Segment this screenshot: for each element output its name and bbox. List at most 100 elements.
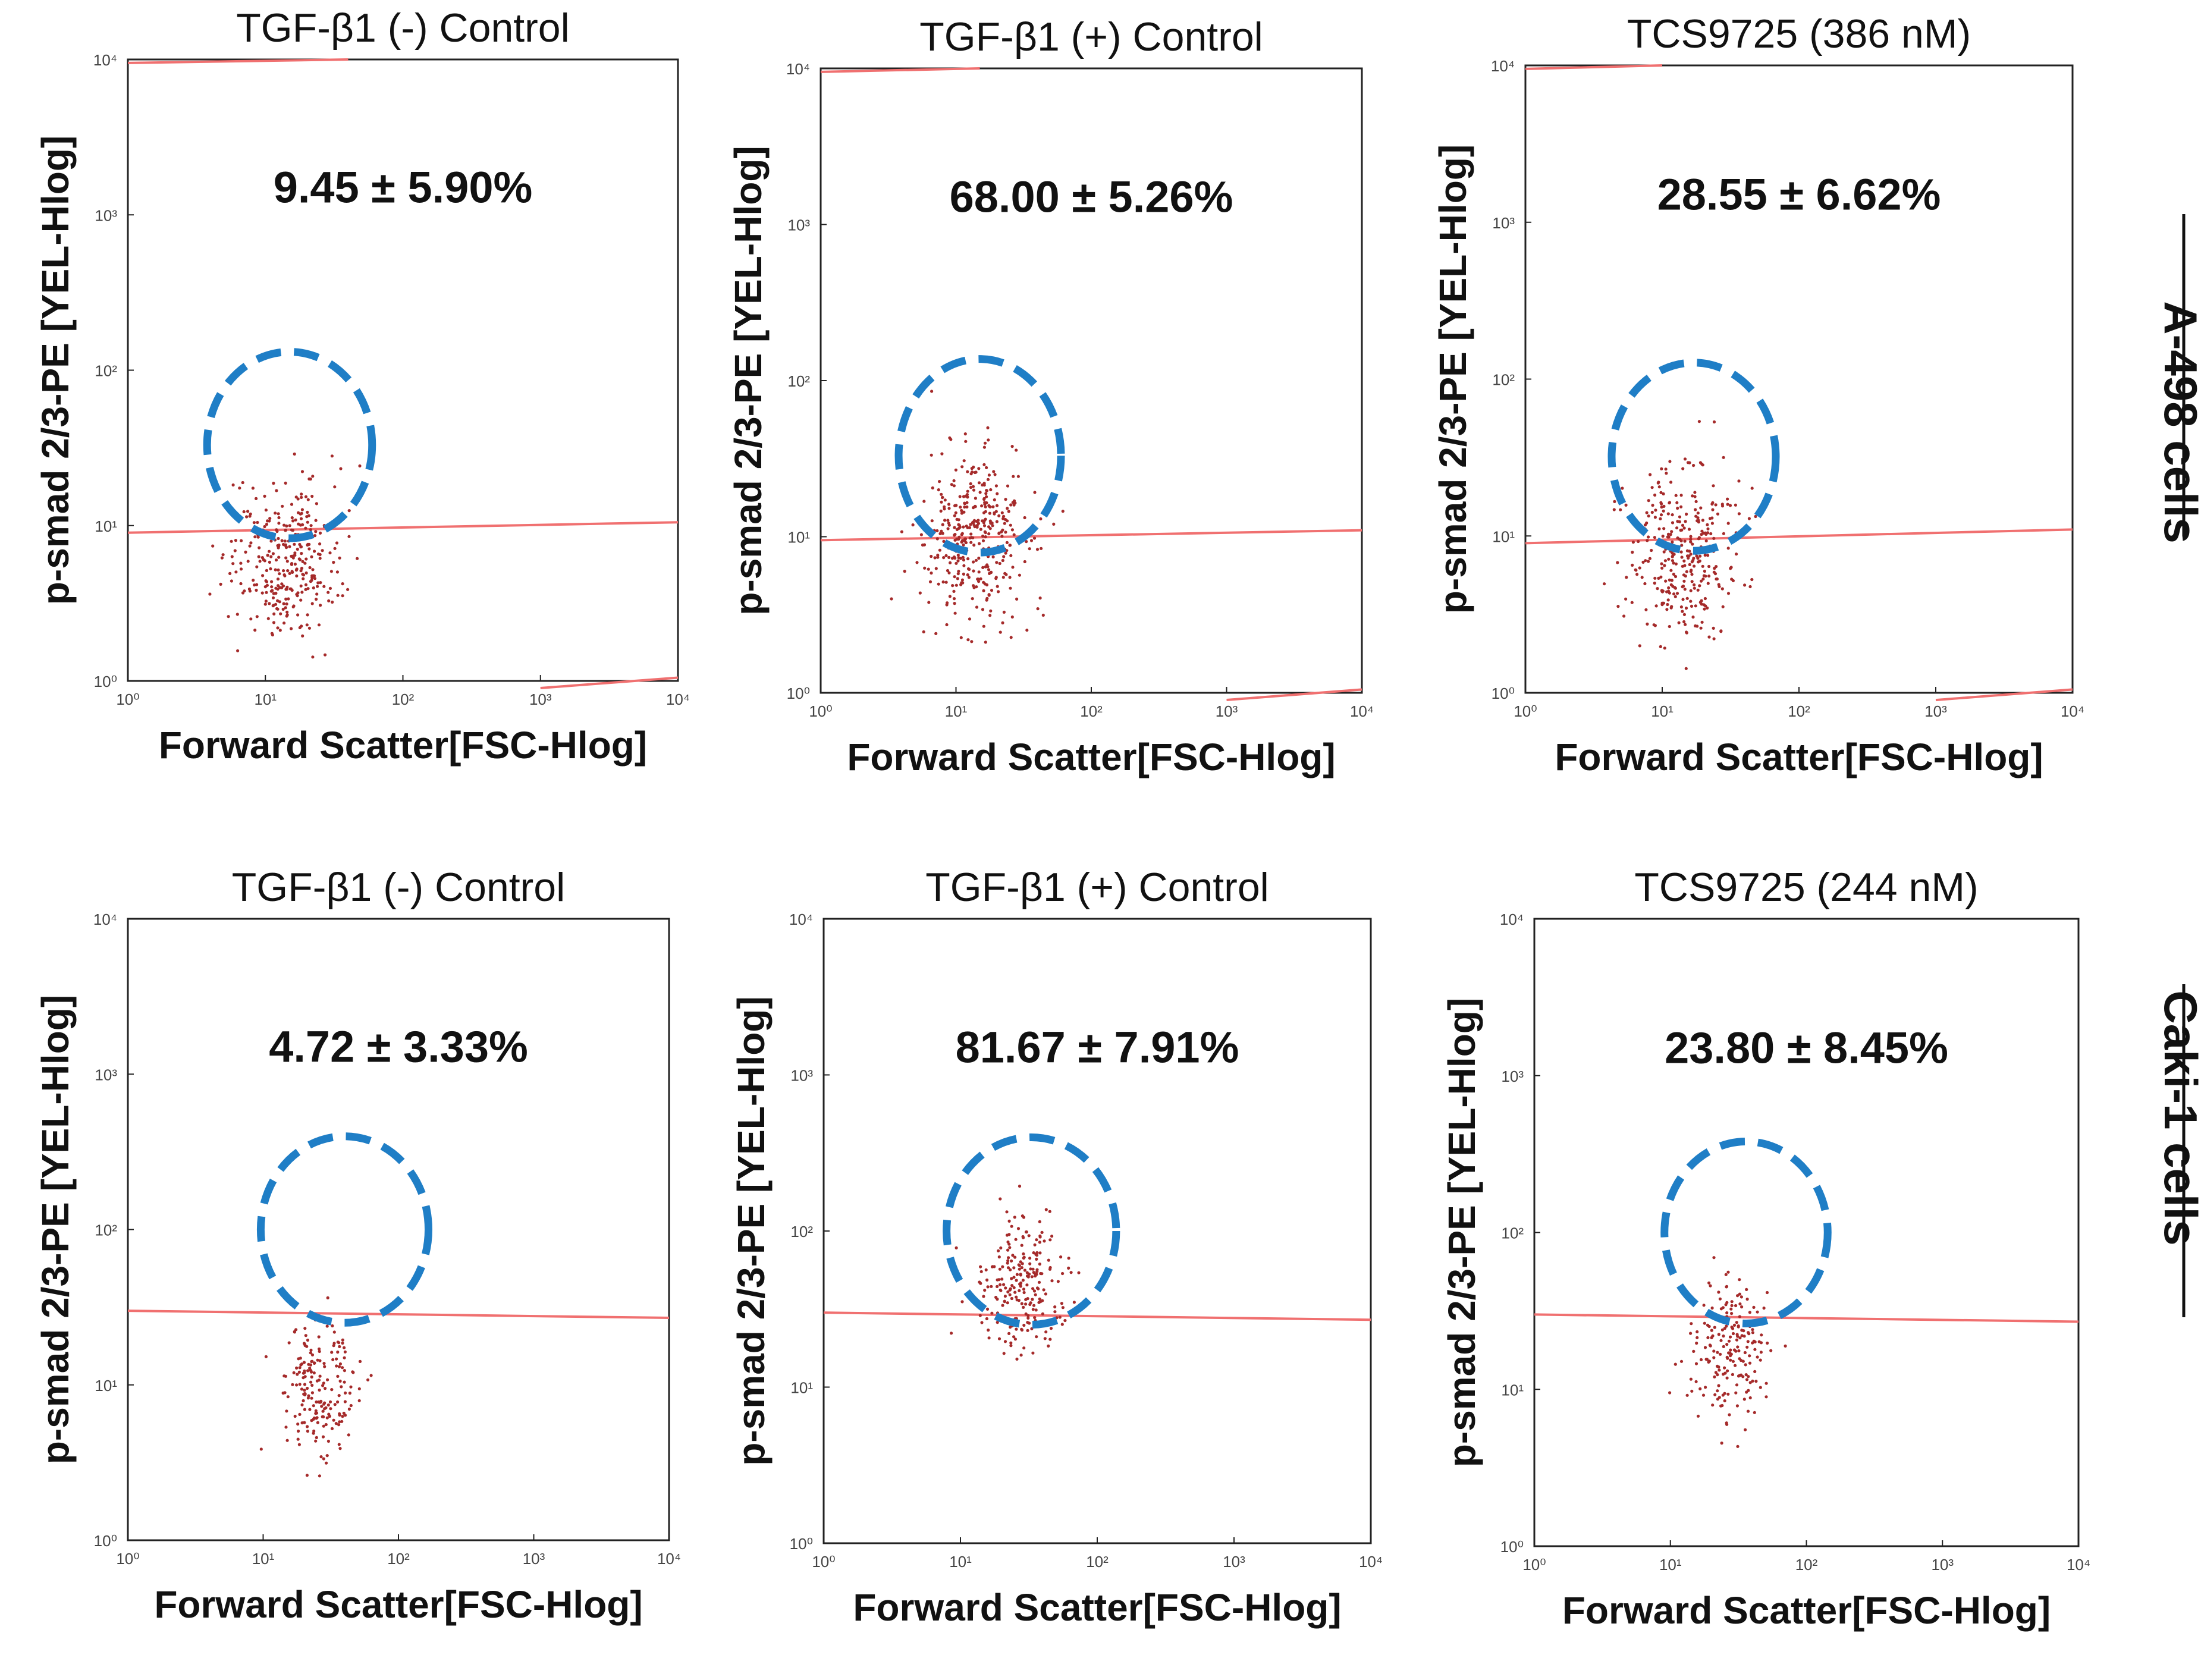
- event-dot: [954, 468, 957, 472]
- event-dot: [1717, 1333, 1720, 1336]
- event-dot: [915, 561, 919, 564]
- event-dot: [1047, 1258, 1050, 1262]
- event-dot: [253, 535, 257, 539]
- bottom-boundary-line: [1226, 688, 1362, 702]
- event-dot: [1007, 510, 1010, 513]
- event-dot: [1717, 1384, 1720, 1387]
- event-dot: [1030, 1275, 1034, 1279]
- event-dot: [349, 1385, 353, 1389]
- event-dot: [1015, 1357, 1019, 1361]
- event-dot: [338, 556, 341, 560]
- event-dot: [279, 612, 282, 616]
- event-dot: [329, 570, 334, 573]
- event-dot: [1706, 531, 1710, 535]
- event-dot: [937, 582, 940, 586]
- event-dot: [989, 522, 993, 525]
- event-dot: [1744, 1363, 1747, 1367]
- event-dot: [967, 576, 971, 579]
- event-dot: [297, 1443, 301, 1446]
- event-dot: [963, 432, 967, 436]
- event-dot: [1013, 1290, 1017, 1294]
- event-dot: [1654, 508, 1657, 512]
- event-dot: [351, 1371, 355, 1374]
- event-dot: [1050, 1235, 1054, 1238]
- event-dot: [1674, 562, 1678, 566]
- event-dot: [1027, 1234, 1031, 1238]
- event-dot: [296, 548, 299, 551]
- event-dot: [303, 1327, 307, 1330]
- event-dot: [958, 495, 962, 498]
- event-dot: [272, 482, 275, 485]
- event-dot: [1682, 559, 1686, 563]
- event-dot: [1716, 1389, 1719, 1393]
- event-dot: [1721, 605, 1725, 608]
- event-dot: [1726, 592, 1731, 595]
- y-tick-label: 10⁴: [786, 60, 810, 78]
- event-dot: [951, 584, 955, 588]
- event-dot: [343, 1380, 346, 1384]
- event-dot: [955, 1246, 958, 1249]
- event-dot: [1735, 1404, 1739, 1408]
- event-dot: [1018, 1264, 1021, 1267]
- event-dot: [1003, 1295, 1007, 1298]
- event-dot: [1007, 1332, 1011, 1335]
- event-dot: [1706, 527, 1710, 531]
- event-dot: [1033, 1243, 1037, 1246]
- event-dot: [942, 539, 946, 544]
- event-dot: [346, 588, 350, 591]
- event-dot: [1720, 1442, 1723, 1445]
- event-dot: [274, 568, 277, 571]
- event-dot: [1041, 1312, 1044, 1315]
- event-dot: [972, 569, 975, 573]
- event-dot: [943, 519, 947, 522]
- event-dot: [300, 495, 303, 500]
- event-dot: [1001, 576, 1005, 579]
- event-dot: [1659, 513, 1663, 517]
- event-dot: [1028, 1262, 1032, 1266]
- event-dot: [211, 544, 215, 548]
- event-dot: [296, 1422, 300, 1426]
- event-dot: [982, 463, 986, 466]
- event-dot: [1659, 501, 1663, 504]
- event-dot: [1726, 522, 1730, 525]
- event-dot: [1671, 559, 1674, 563]
- event-dot: [1726, 1369, 1729, 1373]
- event-dot: [1731, 1332, 1735, 1336]
- event-dot: [997, 590, 1000, 594]
- event-dot: [1682, 620, 1686, 624]
- event-dot: [1689, 538, 1693, 541]
- event-dot: [1726, 497, 1729, 501]
- event-dot: [1722, 532, 1725, 535]
- event-dot: [1719, 1339, 1723, 1342]
- event-dot: [1668, 1391, 1672, 1395]
- event-dot: [1031, 1351, 1035, 1355]
- event-dot: [1004, 498, 1007, 501]
- event-dot: [1659, 645, 1662, 648]
- event-dot: [959, 505, 962, 509]
- event-dot: [900, 530, 903, 533]
- event-dot: [327, 599, 331, 603]
- event-dot: [257, 555, 260, 558]
- event-dot: [946, 519, 950, 522]
- event-dot: [1723, 1327, 1726, 1330]
- x-tick-label: 10³: [529, 690, 552, 708]
- event-dot: [319, 604, 322, 607]
- event-dot: [981, 539, 985, 542]
- event-dot: [1686, 461, 1690, 464]
- event-dot: [1701, 531, 1706, 535]
- x-tick-label: 10¹: [1651, 702, 1673, 720]
- event-dot: [325, 1416, 329, 1420]
- event-dot: [1671, 521, 1675, 525]
- event-dot: [984, 492, 988, 495]
- event-dot: [955, 527, 959, 532]
- event-dot: [962, 558, 966, 562]
- event-dot: [1759, 1341, 1763, 1345]
- event-dot: [953, 533, 956, 537]
- event-dot: [1003, 1300, 1006, 1304]
- event-dot: [330, 1351, 334, 1354]
- event-dot: [1685, 596, 1689, 600]
- event-dot: [1706, 554, 1710, 557]
- event-dot: [344, 1391, 347, 1395]
- event-dot: [1726, 503, 1729, 506]
- event-dot: [1720, 1328, 1724, 1332]
